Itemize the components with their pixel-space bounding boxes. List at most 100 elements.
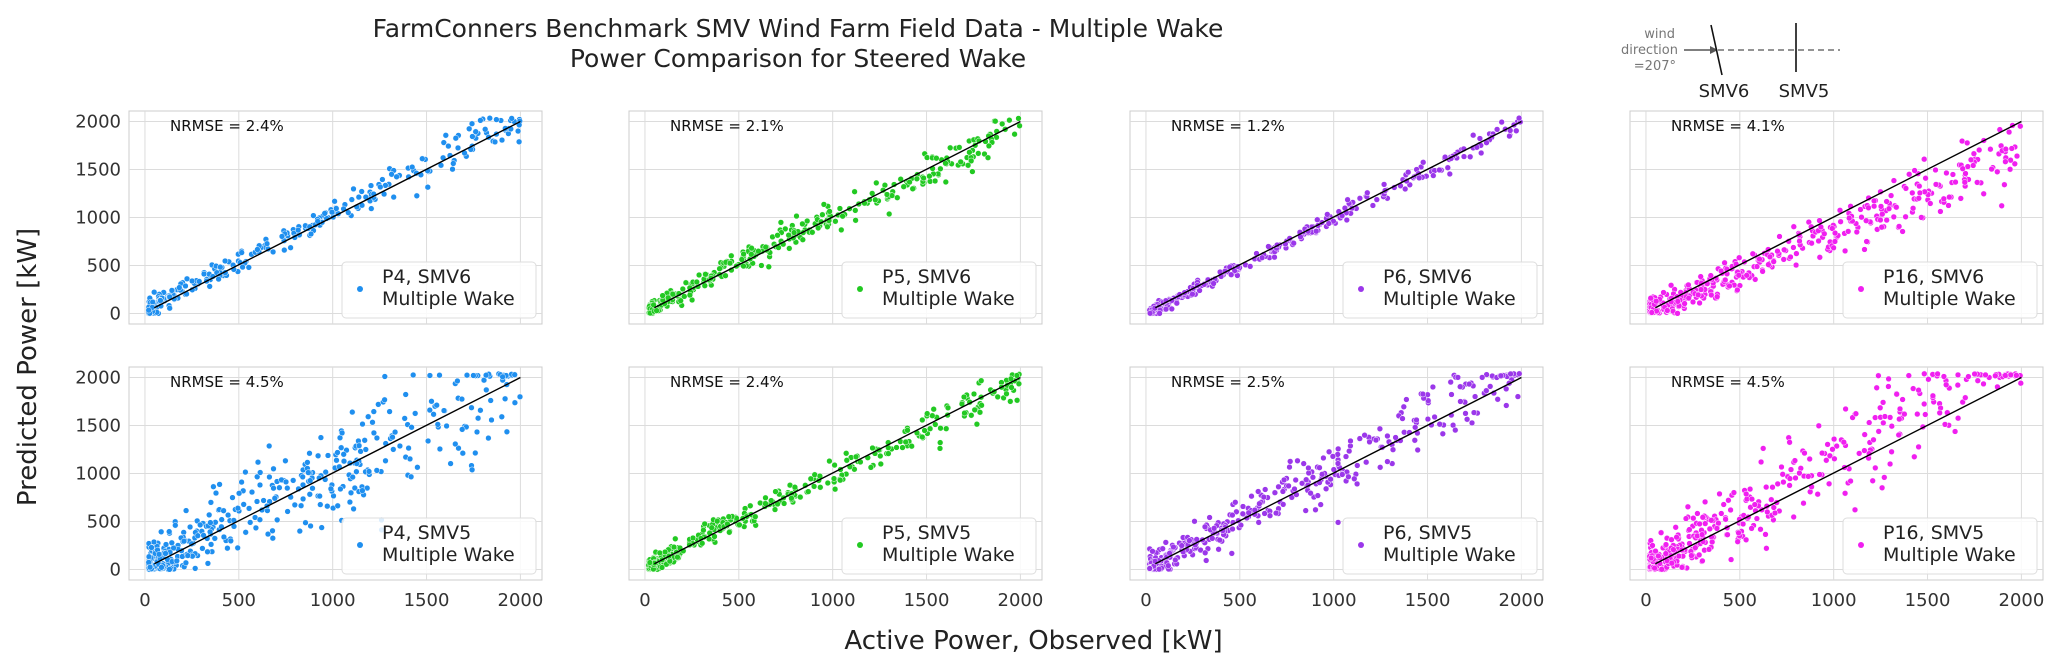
scatter-point <box>1749 250 1756 257</box>
scatter-point <box>1786 482 1793 489</box>
scatter-point <box>155 551 163 558</box>
scatter-point <box>1896 405 1904 413</box>
scatter-point <box>1655 552 1662 560</box>
scatter-point <box>1313 228 1320 235</box>
scatter-point <box>1006 117 1013 124</box>
scatter-point <box>1830 244 1837 251</box>
scatter-point <box>1431 413 1438 421</box>
scatter-point <box>1462 410 1469 417</box>
scatter-point <box>1003 390 1010 397</box>
scatter-point <box>1447 378 1454 386</box>
scatter-point <box>1380 181 1388 188</box>
scatter-point <box>458 395 466 403</box>
scatter-point <box>1943 169 1950 177</box>
x-tick-label: 500 <box>1723 590 1757 611</box>
scatter-point <box>180 538 188 545</box>
scatter-point <box>1413 416 1420 424</box>
scatter-point <box>1705 546 1713 553</box>
scatter-point <box>1405 169 1412 176</box>
scatter-point <box>245 505 253 512</box>
scatter-point <box>1765 261 1772 268</box>
scatter-point <box>382 457 389 464</box>
scatter-point <box>1893 391 1900 398</box>
scatter-point <box>1239 510 1246 517</box>
scatter-point <box>238 478 245 486</box>
scatter-point <box>1796 469 1803 477</box>
scatter-point <box>1873 384 1880 391</box>
scatter-point <box>1420 159 1427 166</box>
scatter-point <box>797 493 804 501</box>
scatter-point <box>498 136 506 144</box>
scatter-point <box>1787 253 1794 261</box>
scatter-point <box>295 226 302 234</box>
scatter-point <box>1674 310 1681 317</box>
nrmse-annotation: NRMSE = 2.4% <box>670 373 784 391</box>
scatter-point <box>1936 409 1943 417</box>
x-tick-label: 0 <box>1640 590 1651 611</box>
scatter-point <box>200 270 208 278</box>
scatter-point <box>463 372 471 379</box>
scatter-point <box>937 425 944 432</box>
scatter-point <box>650 301 657 309</box>
scatter-point <box>900 183 907 190</box>
scatter-point <box>1909 205 1917 212</box>
scatter-point <box>1866 419 1873 426</box>
scatter-point <box>166 566 173 573</box>
scatter-point <box>984 154 992 161</box>
scatter-point <box>957 158 964 166</box>
scatter-point <box>1013 372 1021 379</box>
scatter-point <box>1206 514 1213 521</box>
scatter-point <box>1467 153 1474 160</box>
scatter-point <box>1334 519 1342 526</box>
scatter-point <box>338 429 346 437</box>
scatter-point <box>1885 383 1892 390</box>
scatter-point <box>1870 197 1878 205</box>
scatter-point <box>409 163 416 171</box>
scatter-point <box>491 138 499 146</box>
scatter-point <box>1878 484 1886 491</box>
scatter-point <box>1229 525 1236 533</box>
scatter-point <box>1780 256 1787 263</box>
scatter-point <box>1369 202 1377 209</box>
scatter-point <box>1853 228 1860 236</box>
scatter-point <box>899 444 906 451</box>
scatter-point <box>1698 531 1706 538</box>
scatter-point <box>1170 543 1177 551</box>
scatter-point <box>340 451 347 458</box>
scatter-point <box>904 427 911 434</box>
scatter-point <box>1399 415 1406 422</box>
scatter-point <box>1949 171 1957 178</box>
nrmse-annotation: NRMSE = 1.2% <box>1171 117 1285 135</box>
scatter-point <box>1877 203 1885 210</box>
x-tick-label: 500 <box>222 590 256 611</box>
scatter-point <box>368 205 375 212</box>
scatter-point <box>254 473 261 480</box>
scatter-point <box>239 263 246 271</box>
scatter-point <box>1909 189 1916 197</box>
scatter-point <box>359 420 366 428</box>
scatter-point <box>1709 538 1716 546</box>
scatter-point <box>269 248 277 256</box>
scatter-point <box>483 386 490 394</box>
scatter-point <box>1951 428 1959 435</box>
scatter-point <box>221 257 229 265</box>
scatter-point <box>774 232 781 239</box>
scatter-point <box>1300 460 1307 467</box>
scatter-point <box>762 494 769 501</box>
scatter-point <box>1826 452 1834 459</box>
scatter-point <box>1312 506 1319 513</box>
scatter-point <box>1682 515 1690 522</box>
scatter-point <box>1915 195 1922 202</box>
scatter-point <box>1818 449 1826 457</box>
scatter-point <box>1925 376 1932 383</box>
scatter-point <box>1239 503 1247 510</box>
scatter-point <box>1941 421 1949 428</box>
x-tick-label: 1000 <box>1811 590 1857 611</box>
scatter-point <box>307 230 315 238</box>
scatter-point <box>424 437 432 445</box>
scatter-point <box>1921 400 1928 408</box>
scatter-point <box>158 528 165 535</box>
scatter-point <box>1471 393 1479 400</box>
